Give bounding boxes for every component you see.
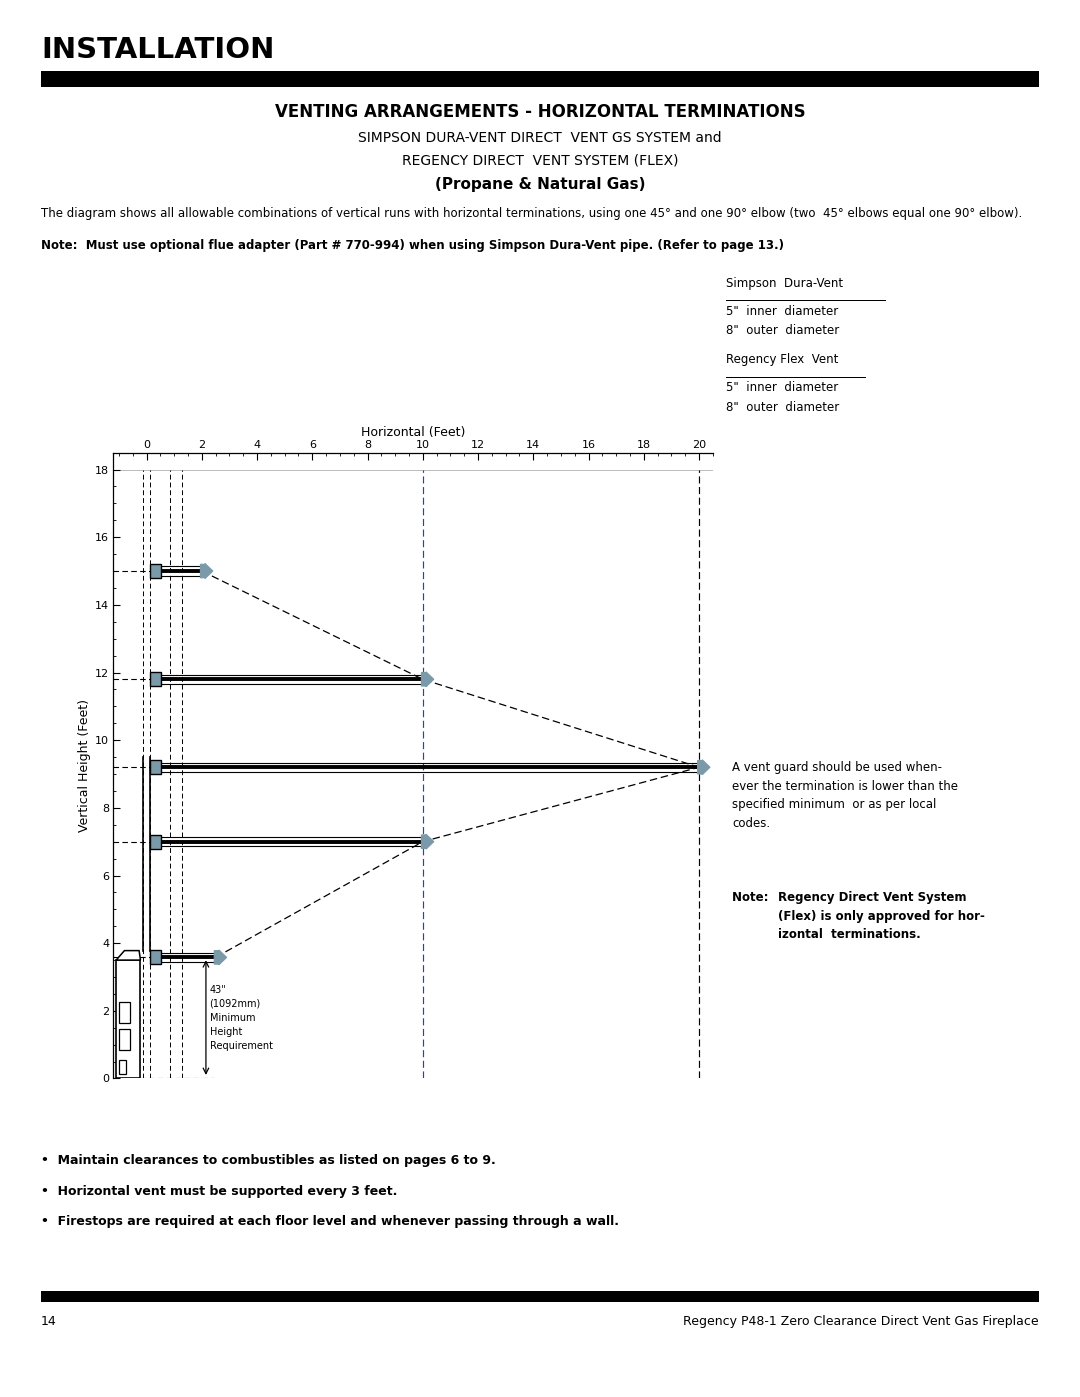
Text: (Propane & Natural Gas): (Propane & Natural Gas) [435, 177, 645, 193]
Text: The diagram shows all allowable combinations of vertical runs with horizontal te: The diagram shows all allowable combinat… [41, 207, 1023, 219]
Text: Simpson  Dura-Vent: Simpson Dura-Vent [726, 277, 842, 289]
FancyArrow shape [698, 760, 710, 775]
FancyArrow shape [421, 834, 434, 849]
Bar [120, 1003, 130, 1023]
FancyArrow shape [214, 950, 227, 965]
Text: 14: 14 [41, 1315, 57, 1327]
Text: 5"  inner  diameter: 5" inner diameter [726, 381, 838, 394]
Text: Regency P48-1 Zero Clearance Direct Vent Gas Fireplace: Regency P48-1 Zero Clearance Direct Vent… [684, 1315, 1039, 1327]
Y-axis label: Vertical Height (Feet): Vertical Height (Feet) [78, 698, 91, 833]
Text: 8"  outer  diameter: 8" outer diameter [726, 324, 839, 337]
FancyArrow shape [421, 672, 434, 687]
Polygon shape [117, 950, 140, 960]
Text: SIMPSON DURA-VENT DIRECT  VENT GS SYSTEM and: SIMPSON DURA-VENT DIRECT VENT GS SYSTEM … [359, 131, 721, 145]
Text: VENTING ARRANGEMENTS - HORIZONTAL TERMINATIONS: VENTING ARRANGEMENTS - HORIZONTAL TERMIN… [274, 103, 806, 122]
FancyArrow shape [201, 563, 213, 578]
Text: 8"  outer  diameter: 8" outer diameter [726, 401, 839, 414]
Text: 43"
(1092mm)
Minimum
Height
Requirement: 43" (1092mm) Minimum Height Requirement [210, 985, 272, 1051]
Text: •  Horizontal vent must be supported every 3 feet.: • Horizontal vent must be supported ever… [41, 1185, 397, 1197]
Text: •  Firestops are required at each floor level and whenever passing through a wal: • Firestops are required at each floor l… [41, 1215, 619, 1228]
Bar [150, 834, 161, 849]
Text: REGENCY DIRECT  VENT SYSTEM (FLEX): REGENCY DIRECT VENT SYSTEM (FLEX) [402, 154, 678, 168]
Bar [117, 960, 140, 1078]
Text: Regency Direct Vent System
(Flex) is only approved for hor-
izontal  termination: Regency Direct Vent System (Flex) is onl… [778, 891, 985, 942]
Bar [150, 760, 161, 774]
X-axis label: Horizontal (Feet): Horizontal (Feet) [361, 426, 465, 439]
Text: Regency Flex  Vent: Regency Flex Vent [726, 353, 838, 366]
Text: 5"  inner  diameter: 5" inner diameter [726, 305, 838, 317]
Bar [120, 1030, 130, 1049]
Text: INSTALLATION: INSTALLATION [41, 36, 274, 64]
Bar [150, 672, 161, 686]
Bar [150, 564, 161, 578]
Text: Note:: Note: [732, 891, 777, 904]
Text: Note:  Must use optional flue adapter (Part # 770-994) when using Simpson Dura-V: Note: Must use optional flue adapter (Pa… [41, 239, 784, 251]
Text: •  Maintain clearances to combustibles as listed on pages 6 to 9.: • Maintain clearances to combustibles as… [41, 1154, 496, 1166]
Text: A vent guard should be used when-
ever the termination is lower than the
specifi: A vent guard should be used when- ever t… [732, 761, 958, 830]
Bar [120, 1060, 125, 1074]
Bar [150, 950, 161, 964]
